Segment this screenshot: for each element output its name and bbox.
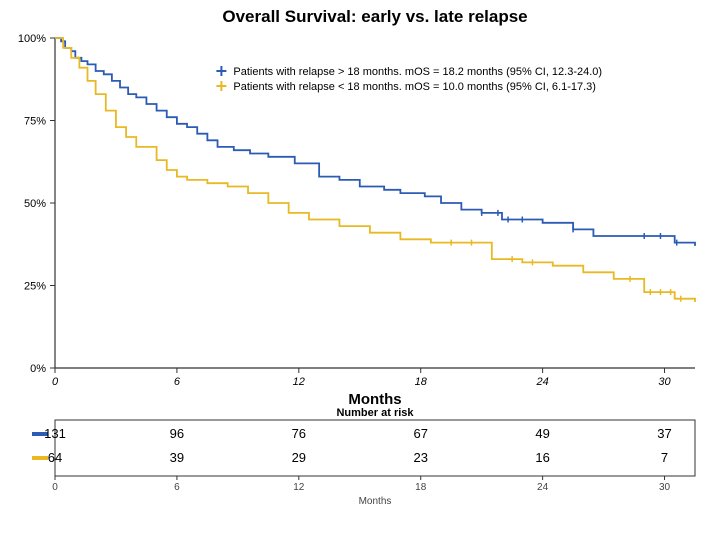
risk-x-tick-label: 24: [537, 482, 549, 493]
risk-x-tick-label: 18: [415, 482, 427, 493]
risk-cell-early: 16: [535, 450, 549, 465]
risk-cell-early: 29: [292, 450, 306, 465]
x-tick-label: 6: [174, 376, 181, 388]
y-tick-label: 100%: [18, 33, 46, 45]
x-tick-label: 18: [415, 376, 428, 388]
x-tick-label: 30: [658, 376, 671, 388]
risk-cell-early: 23: [413, 450, 427, 465]
y-tick-label: 25%: [24, 281, 46, 293]
risk-x-tick-label: 30: [659, 482, 671, 493]
risk-x-tick-label: 6: [174, 482, 180, 493]
y-tick-label: 50%: [24, 198, 46, 210]
risk-x-tick-label: 0: [52, 482, 58, 493]
risk-x-axis-title: Months: [359, 496, 392, 507]
risk-cell-early: 7: [661, 450, 668, 465]
risk-cell-late: 37: [657, 426, 671, 441]
x-axis-title: Months: [348, 391, 401, 408]
x-tick-label: 0: [52, 376, 59, 388]
legend-label-early: Patients with relapse < 18 months. mOS =…: [233, 81, 596, 93]
y-tick-label: 0%: [30, 363, 46, 375]
risk-cell-late: 131: [44, 426, 66, 441]
risk-cell-late: 49: [535, 426, 549, 441]
risk-cell-early: 39: [170, 450, 184, 465]
legend-label-late: Patients with relapse > 18 months. mOS =…: [233, 66, 602, 78]
x-tick-label: 24: [535, 376, 548, 388]
chart-title: Overall Survival: early vs. late relapse: [222, 7, 527, 26]
risk-cell-late: 67: [413, 426, 427, 441]
risk-table-title: Number at risk: [336, 407, 414, 419]
x-tick-label: 12: [293, 376, 305, 388]
risk-cell-early: 64: [48, 450, 62, 465]
y-tick-label: 75%: [24, 116, 46, 128]
risk-cell-late: 76: [292, 426, 306, 441]
risk-table-box: [55, 420, 695, 476]
risk-x-tick-label: 12: [293, 482, 305, 493]
risk-cell-late: 96: [170, 426, 184, 441]
